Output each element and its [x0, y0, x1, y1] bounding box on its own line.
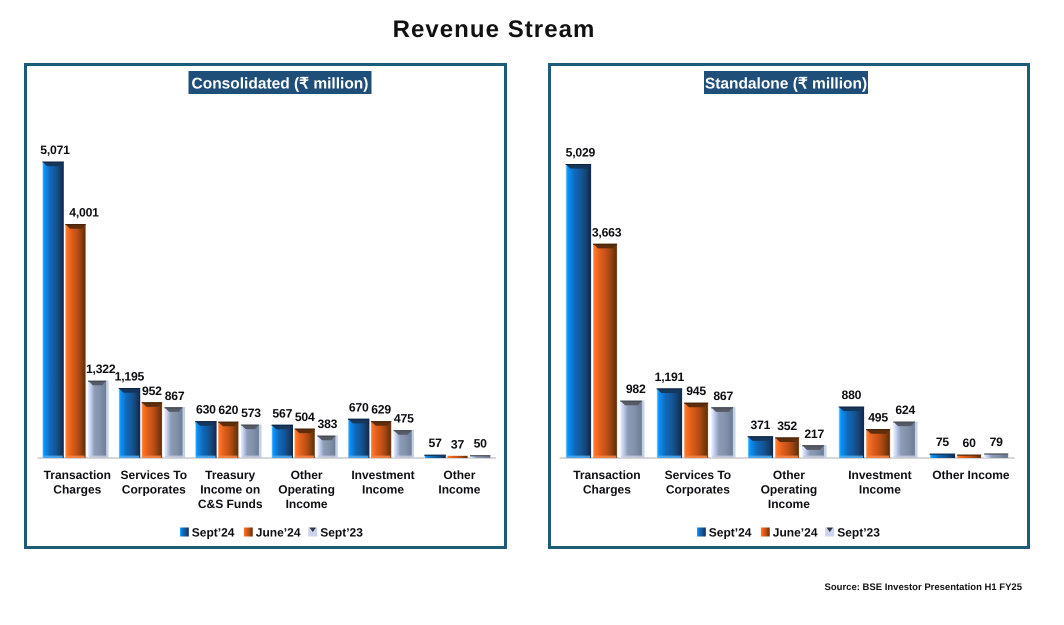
svg-text:June’24: June’24 — [773, 526, 818, 540]
svg-text:37: 37 — [451, 437, 465, 451]
svg-text:Other: Other — [773, 468, 805, 482]
svg-text:624: 624 — [895, 403, 915, 417]
svg-text:371: 371 — [751, 418, 771, 432]
svg-text:670: 670 — [349, 400, 369, 414]
svg-text:982: 982 — [626, 382, 646, 396]
svg-text:Income: Income — [362, 483, 404, 497]
svg-text:Services To: Services To — [665, 468, 731, 482]
svg-text:1,195: 1,195 — [115, 370, 145, 384]
svg-text:475: 475 — [394, 412, 414, 426]
svg-text:Transaction: Transaction — [44, 468, 111, 482]
svg-text:Services To: Services To — [121, 468, 187, 482]
svg-text:Charges: Charges — [583, 483, 631, 497]
svg-text:Revenue Stream: Revenue Stream — [393, 16, 596, 43]
svg-text:Charges: Charges — [53, 483, 101, 497]
svg-text:Investment: Investment — [351, 468, 414, 482]
svg-text:504: 504 — [295, 410, 315, 424]
svg-text:867: 867 — [165, 389, 185, 403]
svg-text:June’24: June’24 — [256, 526, 301, 540]
svg-text:Corporates: Corporates — [122, 483, 186, 497]
svg-text:1,322: 1,322 — [86, 362, 116, 376]
svg-text:567: 567 — [272, 406, 292, 420]
svg-text:Income on: Income on — [200, 483, 260, 497]
svg-text:Income: Income — [859, 483, 901, 497]
svg-text:573: 573 — [241, 406, 261, 420]
svg-text:57: 57 — [429, 436, 443, 450]
svg-text:C&S Funds: C&S Funds — [198, 497, 263, 511]
svg-text:Investment: Investment — [848, 468, 911, 482]
svg-text:4,001: 4,001 — [69, 206, 99, 220]
svg-text:Source: BSE Investor Presentat: Source: BSE Investor Presentation H1 FY2… — [825, 582, 1023, 593]
svg-text:620: 620 — [218, 403, 238, 417]
svg-text:Corporates: Corporates — [666, 483, 730, 497]
svg-text:Other Income: Other Income — [932, 468, 1010, 482]
svg-text:880: 880 — [842, 388, 862, 402]
svg-text:630: 630 — [196, 403, 216, 417]
svg-text:Standalone (₹ million): Standalone (₹ million) — [705, 76, 867, 93]
svg-text:Operating: Operating — [278, 483, 335, 497]
svg-text:Income: Income — [438, 483, 480, 497]
svg-text:79: 79 — [990, 435, 1004, 449]
svg-text:Income: Income — [768, 497, 810, 511]
svg-text:Sept’24: Sept’24 — [709, 526, 752, 540]
svg-text:867: 867 — [713, 389, 733, 403]
svg-text:5,071: 5,071 — [40, 143, 70, 157]
svg-text:Sept’23: Sept’23 — [320, 526, 363, 540]
svg-text:383: 383 — [318, 417, 338, 431]
svg-text:217: 217 — [804, 427, 824, 441]
svg-text:3,663: 3,663 — [592, 225, 622, 239]
svg-text:352: 352 — [777, 419, 797, 433]
svg-text:952: 952 — [142, 384, 162, 398]
svg-text:Operating: Operating — [761, 483, 818, 497]
svg-text:Other: Other — [291, 468, 323, 482]
svg-text:Sept’23: Sept’23 — [837, 526, 880, 540]
svg-text:1,191: 1,191 — [655, 370, 685, 384]
svg-text:Other: Other — [443, 468, 475, 482]
svg-text:50: 50 — [474, 437, 488, 451]
svg-text:945: 945 — [686, 384, 706, 398]
svg-text:Income: Income — [286, 497, 328, 511]
svg-text:495: 495 — [868, 411, 888, 425]
svg-text:Consolidated (₹ million): Consolidated (₹ million) — [192, 76, 369, 93]
svg-text:Treasury: Treasury — [205, 468, 255, 482]
svg-text:60: 60 — [963, 436, 977, 450]
svg-text:629: 629 — [371, 403, 391, 417]
svg-text:5,029: 5,029 — [566, 146, 596, 160]
svg-text:Transaction: Transaction — [573, 468, 640, 482]
svg-text:Sept’24: Sept’24 — [192, 526, 235, 540]
svg-text:75: 75 — [936, 435, 950, 449]
